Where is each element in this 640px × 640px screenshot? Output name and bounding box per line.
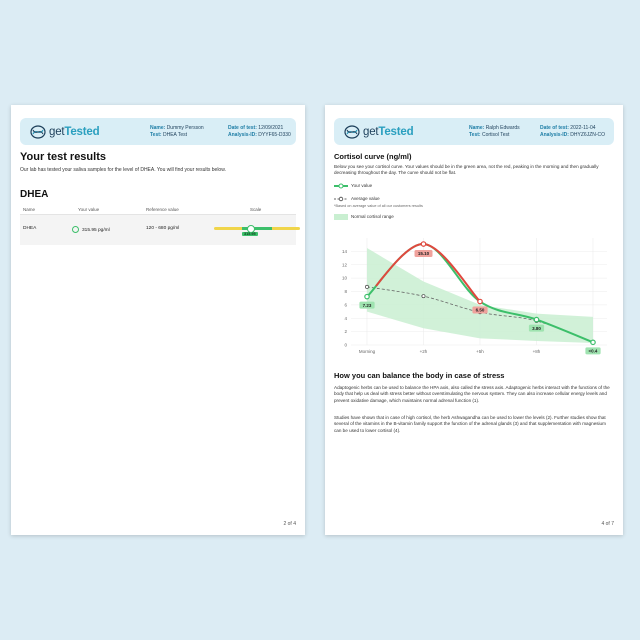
data-label-bg bbox=[585, 347, 601, 355]
average-value-point bbox=[421, 294, 426, 299]
x-tick-label: Morning bbox=[359, 349, 376, 354]
your-value-point bbox=[477, 298, 483, 305]
table-row: DHEA 315.95 pg/ml 120 - 680 pg/ml 315.95 bbox=[20, 215, 300, 245]
y-tick-label: 10 bbox=[342, 276, 348, 281]
legend-green-line-icon bbox=[334, 183, 348, 189]
data-label: 15.10 bbox=[418, 251, 430, 256]
x-tick-label: +5h bbox=[476, 349, 484, 354]
scale-value-tag: 315.95 bbox=[242, 232, 258, 236]
legend-normal-range: Normal cortisol range bbox=[334, 214, 394, 220]
dna-logo-icon bbox=[30, 125, 46, 139]
x-tick-label: +8h bbox=[533, 349, 541, 354]
chart-intro: Below you see your cortisol curve. Your … bbox=[334, 164, 599, 176]
report-header: getTested Name: Dummy Persson Test: DHEA… bbox=[20, 118, 296, 145]
data-label: 6.50 bbox=[476, 308, 485, 313]
result-scale: 315.95 bbox=[214, 223, 300, 237]
result-value: 315.95 pg/ml bbox=[82, 227, 110, 233]
page-number: 4 of 7 bbox=[601, 521, 614, 527]
paragraph-studies: Studies have shown that in case of high … bbox=[334, 415, 606, 433]
data-label: 7.23 bbox=[363, 303, 372, 308]
intro-text: Our lab has tested your saliva samples f… bbox=[20, 167, 226, 173]
y-tick-label: 2 bbox=[344, 329, 347, 334]
page-title: Your test results bbox=[20, 151, 106, 163]
data-label-bg bbox=[528, 324, 545, 332]
data-label-bg bbox=[472, 306, 488, 314]
chart-title: Cortisol curve (ng/ml) bbox=[334, 152, 412, 161]
dna-logo-icon bbox=[344, 125, 360, 139]
y-tick-label: 6 bbox=[344, 302, 347, 307]
legend-range-swatch bbox=[334, 214, 348, 220]
legend-average-value: Average value bbox=[334, 196, 380, 202]
y-tick-label: 0 bbox=[344, 343, 347, 348]
y-tick-label: 14 bbox=[342, 249, 348, 254]
page-number: 2 of 4 bbox=[283, 521, 296, 527]
section-title: How you can balance the body in case of … bbox=[334, 371, 505, 380]
results-table-header: Name Your value Reference value Scale bbox=[20, 206, 296, 215]
your-value-point bbox=[420, 241, 427, 247]
gettested-logo: getTested bbox=[30, 125, 100, 139]
cortisol-chart: 02468101214Morning+2h+5h+8h+12h7.2315.10… bbox=[342, 238, 607, 355]
status-dot-icon bbox=[72, 226, 79, 233]
y-tick-label: 8 bbox=[344, 289, 347, 294]
section-title: DHEA bbox=[20, 189, 49, 200]
paragraph-adaptogens: Adaptogenic herbs can be used to balance… bbox=[334, 385, 610, 403]
data-label-bg bbox=[359, 301, 375, 309]
your-value-point bbox=[533, 316, 540, 323]
x-tick-label: +2h bbox=[420, 349, 428, 354]
your-value-point bbox=[590, 339, 596, 346]
report-page-cortisol: getTested Name: Ralph Edwards Test: Cort… bbox=[325, 105, 623, 535]
y-tick-label: 12 bbox=[342, 262, 348, 267]
y-tick-label: 4 bbox=[344, 316, 347, 321]
reference-value: 120 - 680 pg/ml bbox=[146, 226, 180, 231]
data-label-bg bbox=[414, 250, 433, 258]
legend-note: *Based on average value of all our custo… bbox=[334, 204, 423, 208]
data-label: <0.4 bbox=[589, 349, 598, 354]
data-label: 3.80 bbox=[532, 326, 541, 331]
legend-dashed-line-icon bbox=[334, 196, 348, 202]
report-page-dhea: getTested Name: Dummy Persson Test: DHEA… bbox=[11, 105, 305, 535]
legend-your-value: Your value bbox=[334, 183, 372, 189]
result-name: DHEA bbox=[23, 226, 37, 231]
your-value-point bbox=[364, 293, 370, 300]
gettested-logo: getTested bbox=[344, 125, 414, 139]
report-header: getTested Name: Ralph Edwards Test: Cort… bbox=[334, 118, 614, 145]
average-value-point bbox=[365, 284, 369, 289]
